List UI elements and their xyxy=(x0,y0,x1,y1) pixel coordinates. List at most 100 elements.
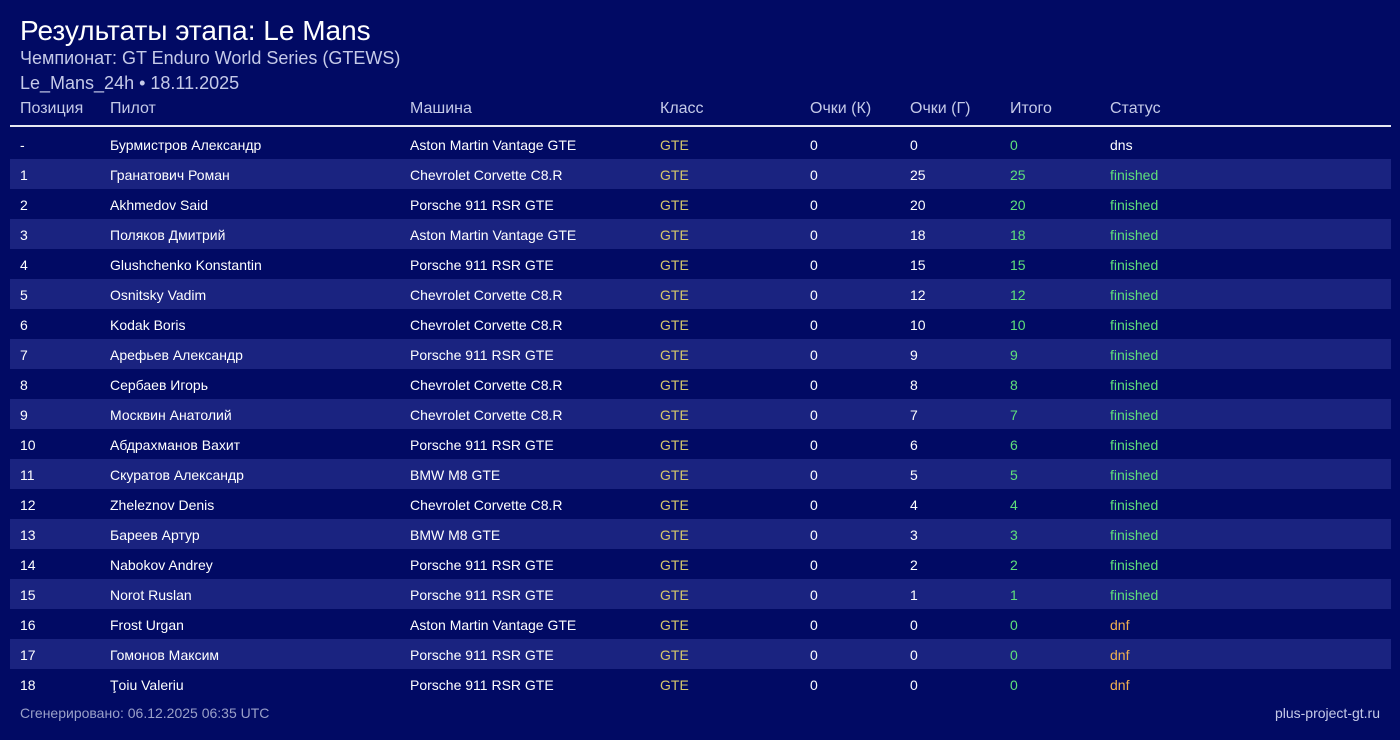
column-header-points-k: Очки (К) xyxy=(810,100,872,117)
cell-total: 9 xyxy=(1010,347,1018,363)
cell-class: GTE xyxy=(660,347,689,363)
cell-position: 8 xyxy=(20,377,28,393)
cell-driver: Сербаев Игорь xyxy=(110,377,209,393)
cell-position: 18 xyxy=(20,677,36,693)
table-row: 11 Скуратов Александр BMW M8 GTE GTE 0 5 5 fini… xyxy=(10,459,1391,489)
cell-position: 12 xyxy=(20,497,36,513)
cell-car: Chevrolet Corvette C8.R xyxy=(410,167,563,183)
cell-points-g: 0 xyxy=(910,137,918,153)
cell-driver: Москвин Анатолий xyxy=(110,407,232,423)
cell-total: 15 xyxy=(1010,257,1026,273)
cell-total: 2 xyxy=(1010,557,1018,573)
cell-driver: Kodak Boris xyxy=(110,317,186,333)
cell-status: dnf xyxy=(1110,617,1130,633)
cell-class: GTE xyxy=(660,677,689,693)
cell-driver: Zheleznov Denis xyxy=(110,497,215,513)
table-row: 15 Norot Ruslan Porsche 911 RSR GTE GTE 0 1 1 f… xyxy=(10,579,1391,609)
cell-points-g: 15 xyxy=(910,257,926,273)
cell-car: Chevrolet Corvette C8.R xyxy=(410,497,563,513)
cell-points-g: 0 xyxy=(910,617,918,633)
table-row: 14 Nabokov Andrey Porsche 911 RSR GTE GTE 0 2… xyxy=(10,549,1391,579)
page-title: Результаты этапа: Le Mans xyxy=(20,15,371,46)
cell-points-g: 6 xyxy=(910,437,918,453)
cell-class: GTE xyxy=(660,317,689,333)
cell-points-k: 0 xyxy=(810,167,818,183)
results-table: Позиция Пилот Машина Класс Очки (К) Очки… xyxy=(10,96,1391,699)
cell-points-k: 0 xyxy=(810,437,818,453)
cell-position: 16 xyxy=(20,617,36,633)
cell-points-k: 0 xyxy=(810,497,818,513)
cell-total: 6 xyxy=(1010,437,1018,453)
table-row: 17 Гомонов Максим Porsche 911 RSR GTE GTE 0 0… xyxy=(10,639,1391,669)
table-row: 3 Поляков Дмитрий Aston Martin Vantage GTE… xyxy=(10,219,1391,249)
cell-class: GTE xyxy=(660,137,689,153)
event-meta: Le_Mans_24h • 18.11.2025 xyxy=(20,73,240,93)
cell-position: 10 xyxy=(20,437,36,453)
cell-position: 11 xyxy=(20,467,35,483)
cell-position: 1 xyxy=(20,167,28,183)
cell-class: GTE xyxy=(660,227,689,243)
cell-points-g: 7 xyxy=(910,407,918,423)
cell-position: 3 xyxy=(20,227,28,243)
table-row: 5 Osnitsky Vadim Chevrolet Corvette C8.R GT… xyxy=(10,279,1391,309)
cell-points-k: 0 xyxy=(810,647,818,663)
cell-total: 0 xyxy=(1010,137,1018,153)
cell-total: 10 xyxy=(1010,317,1026,333)
cell-class: GTE xyxy=(660,197,689,213)
cell-total: 18 xyxy=(1010,227,1026,243)
cell-driver: Гранатович Роман xyxy=(110,167,230,183)
table-row: - Бурмистров Александр Aston Martin Vantag… xyxy=(10,129,1391,159)
cell-car: Chevrolet Corvette C8.R xyxy=(410,377,563,393)
cell-status: finished xyxy=(1110,527,1159,543)
cell-points-g: 8 xyxy=(910,377,918,393)
cell-points-g: 18 xyxy=(910,227,926,243)
cell-total: 0 xyxy=(1010,617,1018,633)
column-header-driver: Пилот xyxy=(110,100,156,117)
table-row: 1 Гранатович Роман Chevrolet Corvette C8.R… xyxy=(10,159,1391,189)
cell-points-k: 0 xyxy=(810,137,818,153)
cell-car: Porsche 911 RSR GTE xyxy=(410,677,554,693)
cell-driver: Ţoiu Valeriu xyxy=(110,677,184,693)
cell-status: finished xyxy=(1110,377,1159,393)
cell-car: Chevrolet Corvette C8.R xyxy=(410,287,563,303)
cell-class: GTE xyxy=(660,377,689,393)
cell-class: GTE xyxy=(660,287,689,303)
cell-class: GTE xyxy=(660,467,689,483)
cell-status: dnf xyxy=(1110,647,1130,663)
cell-car: BMW M8 GTE xyxy=(410,467,501,483)
table-row: 7 Арефьев Александр Porsche 911 RSR GTE GTE… xyxy=(10,339,1391,369)
cell-total: 0 xyxy=(1010,647,1018,663)
cell-position: 2 xyxy=(20,197,28,213)
cell-class: GTE xyxy=(660,587,689,603)
cell-status: finished xyxy=(1110,317,1159,333)
table-row: 6 Kodak Boris Chevrolet Corvette C8.R GTE 0 1… xyxy=(10,309,1391,339)
cell-points-k: 0 xyxy=(810,257,818,273)
cell-position: 14 xyxy=(20,557,36,573)
cell-driver: Nabokov Andrey xyxy=(110,557,213,573)
cell-points-k: 0 xyxy=(810,377,818,393)
cell-position: 4 xyxy=(20,257,28,273)
table-row: 13 Бареев Артур BMW M8 GTE GTE 0 3 3 finished xyxy=(10,519,1391,549)
cell-driver: Osnitsky Vadim xyxy=(110,287,207,303)
column-header-status: Статус xyxy=(1110,100,1161,117)
cell-status: finished xyxy=(1110,257,1159,273)
cell-status: finished xyxy=(1110,497,1159,513)
cell-points-k: 0 xyxy=(810,347,818,363)
cell-driver: Бареев Артур xyxy=(110,527,200,543)
cell-car: Aston Martin Vantage GTE xyxy=(410,137,577,153)
cell-class: GTE xyxy=(660,647,689,663)
site-name: plus-project-gt.ru xyxy=(1274,705,1380,721)
cell-position: 9 xyxy=(20,407,28,423)
cell-position: 15 xyxy=(20,587,36,603)
cell-points-g: 1 xyxy=(910,587,918,603)
cell-class: GTE xyxy=(660,407,689,423)
cell-status: finished xyxy=(1110,287,1159,303)
column-header-position: Позиция xyxy=(20,100,84,117)
cell-points-k: 0 xyxy=(810,557,818,573)
cell-car: Porsche 911 RSR GTE xyxy=(410,347,554,363)
table-row: 10 Абдрахманов Вахит Porsche 911 RSR GTE GT… xyxy=(10,429,1391,459)
championship-subtitle: Чемпионат: GT Enduro World Series (GTEWS… xyxy=(20,48,401,68)
cell-position: 6 xyxy=(20,317,28,333)
cell-total: 8 xyxy=(1010,377,1018,393)
cell-class: GTE xyxy=(660,167,689,183)
